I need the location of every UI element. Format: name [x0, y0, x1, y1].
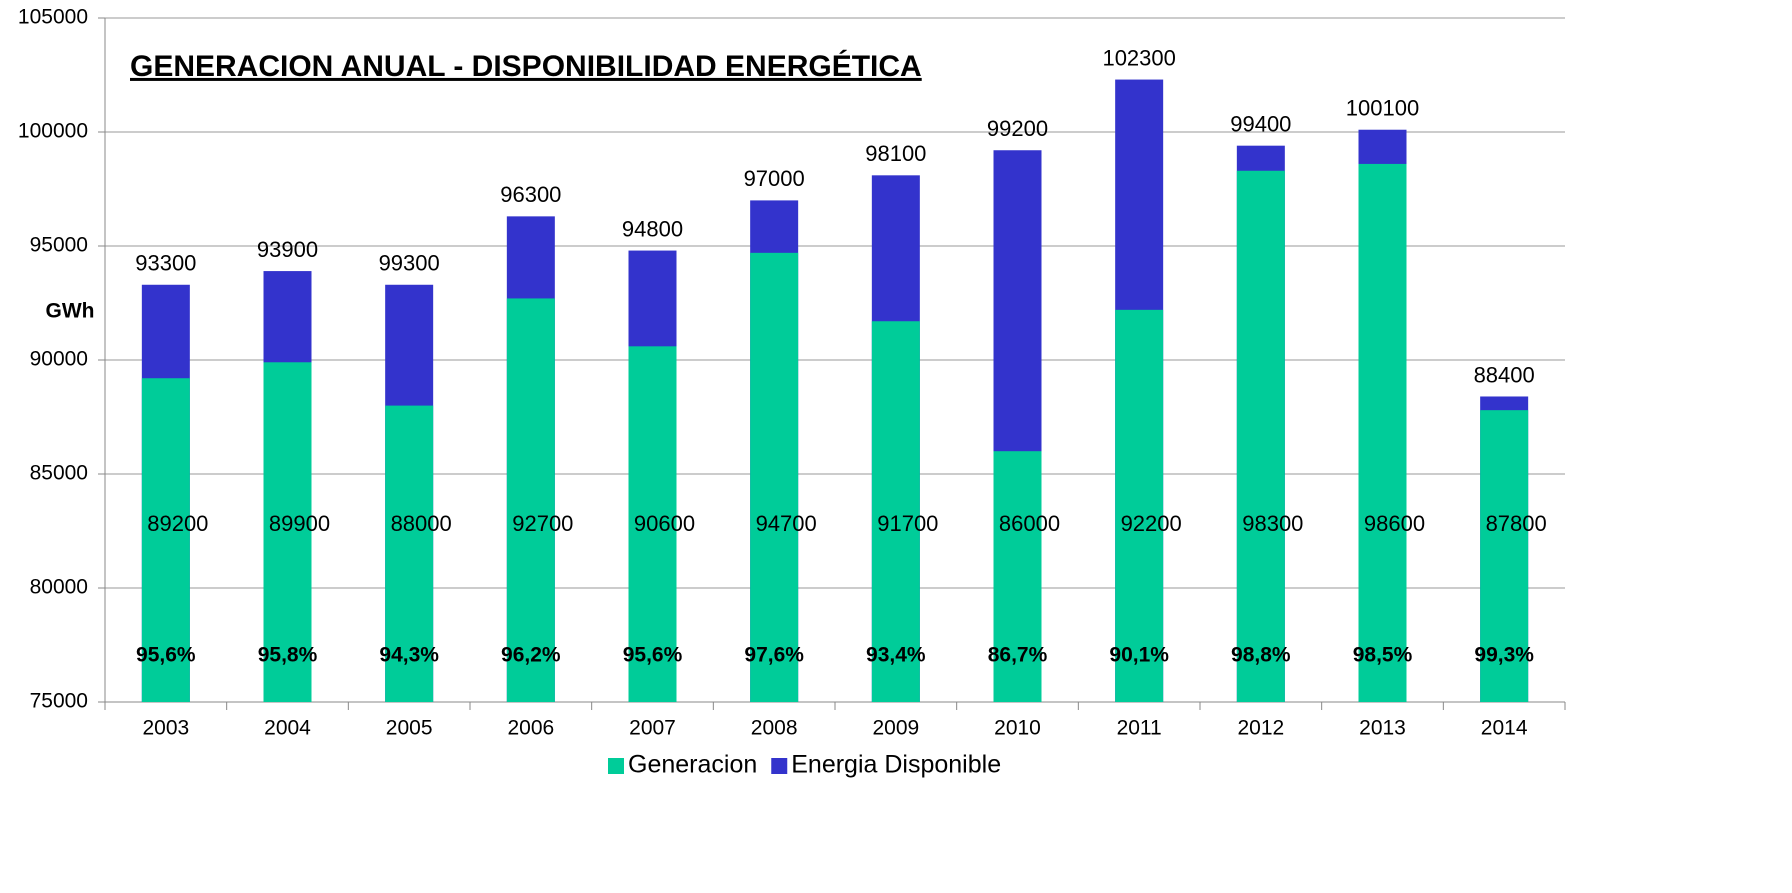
bar — [506, 298, 555, 702]
y-tick-label: 80000 — [30, 576, 88, 599]
percent-label: 98,5% — [1353, 644, 1413, 667]
data-label: 90600 — [634, 511, 695, 536]
percent-label: 95,8% — [258, 644, 318, 667]
bar — [871, 321, 920, 702]
data-label: 88400 — [1474, 362, 1535, 387]
data-label: 92700 — [512, 511, 573, 536]
data-label: 92200 — [1121, 511, 1182, 536]
percent-label: 95,6% — [623, 644, 683, 667]
percent-label: 95,6% — [136, 644, 196, 667]
data-label: 98600 — [1364, 511, 1425, 536]
data-label: 93900 — [257, 237, 318, 262]
percent-label: 90,1% — [1109, 644, 1169, 667]
data-label: 99200 — [987, 116, 1048, 141]
y-tick-label: 100000 — [18, 120, 88, 143]
x-tick-label: 2005 — [386, 717, 433, 740]
data-label: 94800 — [622, 216, 683, 241]
data-label: 102300 — [1102, 45, 1175, 70]
percent-label: 94,3% — [379, 644, 439, 667]
chart-title: GENERACION ANUAL - DISPONIBILIDAD ENERGÉ… — [130, 49, 922, 83]
y-tick-label: 90000 — [30, 348, 88, 371]
bar — [385, 405, 434, 702]
data-label: 99300 — [379, 251, 440, 276]
bar — [993, 451, 1042, 702]
percent-label: 99,3% — [1474, 644, 1534, 667]
x-tick-label: 2010 — [994, 717, 1041, 740]
bar — [1236, 170, 1285, 702]
x-tick-label: 2009 — [872, 717, 919, 740]
data-label: 98100 — [865, 141, 926, 166]
percent-label: 97,6% — [744, 644, 804, 667]
data-label: 89900 — [269, 511, 330, 536]
x-tick-label: 2004 — [264, 717, 311, 740]
bar — [628, 346, 677, 702]
x-tick-label: 2003 — [142, 717, 189, 740]
bar — [263, 362, 312, 702]
x-tick-label: 2011 — [1117, 717, 1162, 740]
data-label: 98300 — [1242, 511, 1303, 536]
bar — [750, 252, 799, 702]
data-label: 100100 — [1346, 96, 1419, 121]
percent-label: 96,2% — [501, 644, 561, 667]
data-label: 93300 — [135, 251, 196, 276]
data-label: 96300 — [500, 182, 561, 207]
data-label: 86000 — [999, 511, 1060, 536]
y-axis-label: GWh — [46, 300, 95, 323]
legend-label: Energia Disponible — [791, 751, 1001, 779]
bar — [141, 378, 190, 702]
data-label: 89200 — [147, 511, 208, 536]
x-tick-label: 2012 — [1237, 717, 1284, 740]
bar — [1480, 410, 1529, 702]
data-label: 99400 — [1230, 111, 1291, 136]
bar — [1115, 309, 1164, 702]
x-tick-label: 2008 — [751, 717, 798, 740]
percent-label: 93,4% — [866, 644, 926, 667]
y-tick-label: 95000 — [30, 234, 88, 257]
y-tick-label: 75000 — [30, 690, 88, 713]
data-label: 87800 — [1486, 511, 1547, 536]
percent-label: 98,8% — [1231, 644, 1291, 667]
data-label: 97000 — [744, 166, 805, 191]
percent-label: 86,7% — [988, 644, 1048, 667]
y-tick-label: 85000 — [30, 462, 88, 485]
y-tick-label: 105000 — [18, 6, 88, 29]
data-label: 91700 — [877, 511, 938, 536]
data-label: 94700 — [756, 511, 817, 536]
x-tick-label: 2013 — [1359, 717, 1406, 740]
x-tick-label: 2014 — [1481, 717, 1528, 740]
legend-swatch — [608, 758, 624, 774]
data-label: 88000 — [391, 511, 452, 536]
x-tick-label: 2007 — [629, 717, 676, 740]
bar — [1358, 163, 1407, 703]
legend-label: Generacion — [628, 751, 757, 779]
x-tick-label: 2006 — [507, 717, 554, 740]
legend-swatch — [771, 758, 788, 774]
